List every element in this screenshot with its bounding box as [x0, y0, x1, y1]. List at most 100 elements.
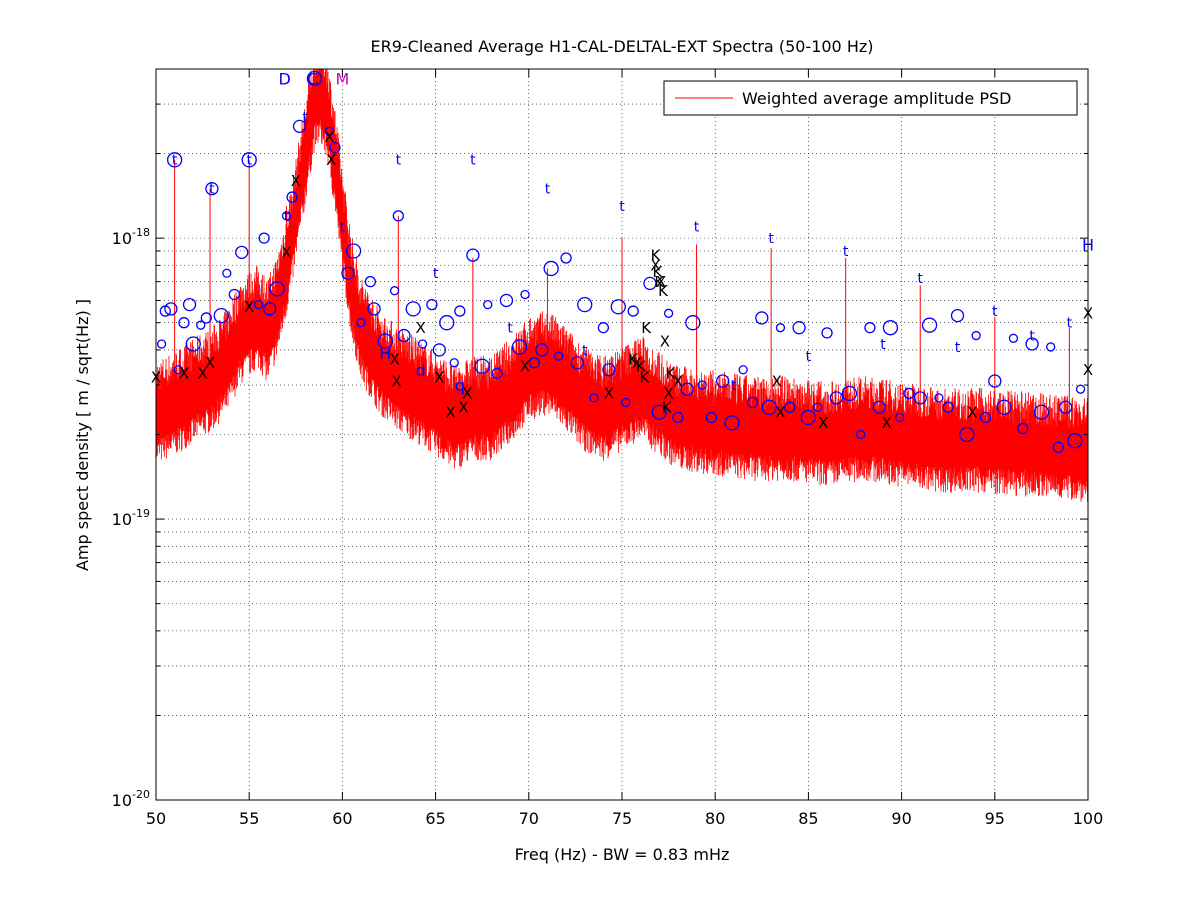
line-marker-t: t [396, 153, 402, 169]
line-marker-k: K [639, 368, 650, 386]
line-marker-o [269, 281, 285, 297]
line-marker-o [356, 318, 366, 328]
line-marker-t: t [284, 209, 290, 225]
x-tick-label: 75 [612, 809, 632, 828]
line-marker-o [775, 323, 786, 333]
line-marker-o [178, 317, 190, 329]
line-marker-k: K [658, 282, 669, 300]
line-marker-o [651, 404, 667, 420]
line-marker-o [426, 298, 438, 311]
line-marker-t: t [433, 266, 439, 282]
line-marker-o [520, 289, 530, 300]
line-marker-o [738, 365, 748, 375]
line-marker-o [784, 401, 796, 413]
line-marker-x: X [650, 257, 660, 275]
line-marker-t: t [302, 110, 308, 126]
line-marker-x: X [772, 372, 782, 390]
line-marker-o [602, 363, 616, 377]
line-marker-o [166, 152, 183, 168]
line-marker-o [196, 320, 206, 330]
y-tick-label: 10-20 [112, 788, 150, 810]
line-marker-o [913, 391, 927, 405]
line-marker-x: X [434, 368, 444, 386]
line-marker-o [281, 211, 292, 221]
legend: Weighted average amplitude PSD [663, 80, 1078, 116]
x-tick-label: 60 [332, 809, 352, 828]
line-marker-o [235, 245, 249, 260]
line-marker-t: t [172, 153, 178, 169]
line-marker-x: X [197, 365, 207, 383]
line-marker-o [324, 126, 335, 136]
x-tick-label: 90 [891, 809, 911, 828]
line-marker-x: X [458, 399, 468, 417]
line-marker-o [345, 243, 362, 259]
line-marker-o [241, 152, 257, 168]
line-marker-o [589, 393, 599, 403]
line-marker-o [213, 307, 229, 324]
line-marker-o [680, 382, 694, 396]
line-marker-o [813, 402, 823, 412]
line-marker-label: C [307, 70, 318, 89]
line-marker-o [392, 210, 404, 222]
line-marker-o [263, 302, 277, 316]
y-tick-label: 10-18 [112, 226, 150, 248]
x-tick-label: 55 [239, 809, 259, 828]
x-tick-label: 95 [985, 809, 1005, 828]
line-marker-o [988, 374, 1002, 388]
y-axis-label: Amp spect density [ m / sqrt(Hz) ] [73, 299, 92, 571]
line-marker-o [1033, 404, 1050, 420]
line-marker-x: X [205, 354, 215, 372]
x-tick-label: 70 [519, 809, 539, 828]
line-marker-x: X [967, 404, 977, 422]
line-marker-o [672, 411, 684, 424]
line-marker-x: X [882, 414, 892, 432]
line-marker-label: D [278, 70, 290, 89]
line-marker-x: X [632, 354, 642, 372]
line-marker-k: K [628, 351, 639, 369]
line-marker-o [511, 339, 528, 355]
line-marker-x: X [389, 351, 399, 369]
line-marker-x: X [281, 244, 291, 262]
line-marker-label: H [379, 344, 391, 363]
line-marker-x: X [324, 128, 334, 146]
line-marker-o [864, 322, 876, 334]
line-marker-o [570, 356, 584, 370]
line-marker-o [761, 399, 777, 415]
line-marker-o [1046, 342, 1056, 352]
line-marker-o [528, 357, 541, 369]
x-tick-label: 100 [1073, 809, 1104, 828]
line-marker-o [1008, 333, 1019, 343]
x-tick-label: 65 [425, 809, 445, 828]
line-marker-o [389, 286, 400, 296]
line-marker-o [903, 387, 915, 400]
line-marker-o [535, 343, 549, 357]
line-marker-o [432, 343, 446, 357]
line-marker-o [1075, 384, 1086, 394]
line-marker-o [306, 70, 323, 87]
line-marker-o [377, 333, 393, 349]
line-marker-x: X [818, 414, 828, 432]
x-tick-label: 85 [798, 809, 818, 828]
line-marker-x: X [416, 319, 426, 337]
line-marker-t: t [880, 337, 886, 353]
line-marker-o [621, 397, 631, 408]
line-marker-o [1017, 422, 1029, 435]
line-marker-o [755, 311, 769, 325]
line-marker-o [855, 429, 866, 440]
line-marker-o [1067, 433, 1083, 449]
line-marker-t: t [694, 219, 700, 235]
line-marker-o [697, 380, 707, 390]
line-marker-label: M [335, 70, 349, 89]
line-marker-o [205, 182, 219, 196]
line-marker-t: t [843, 244, 849, 260]
line-marker-o [397, 328, 411, 343]
line-marker-o [979, 411, 992, 424]
chart-title: ER9-Cleaned Average H1-CAL-DELTAL-EXT Sp… [370, 37, 873, 56]
line-marker-k: K [636, 357, 647, 375]
axis-ticks: 50 55 60 65 70 75 80 85 90 95 100 10-20 10-19 10-18 [112, 68, 1104, 828]
line-marker-x: X [775, 404, 785, 422]
line-marker-o [895, 412, 905, 423]
line-marker-o [716, 374, 730, 388]
line-marker-k: K [662, 399, 673, 417]
line-marker-x: X [391, 372, 401, 390]
